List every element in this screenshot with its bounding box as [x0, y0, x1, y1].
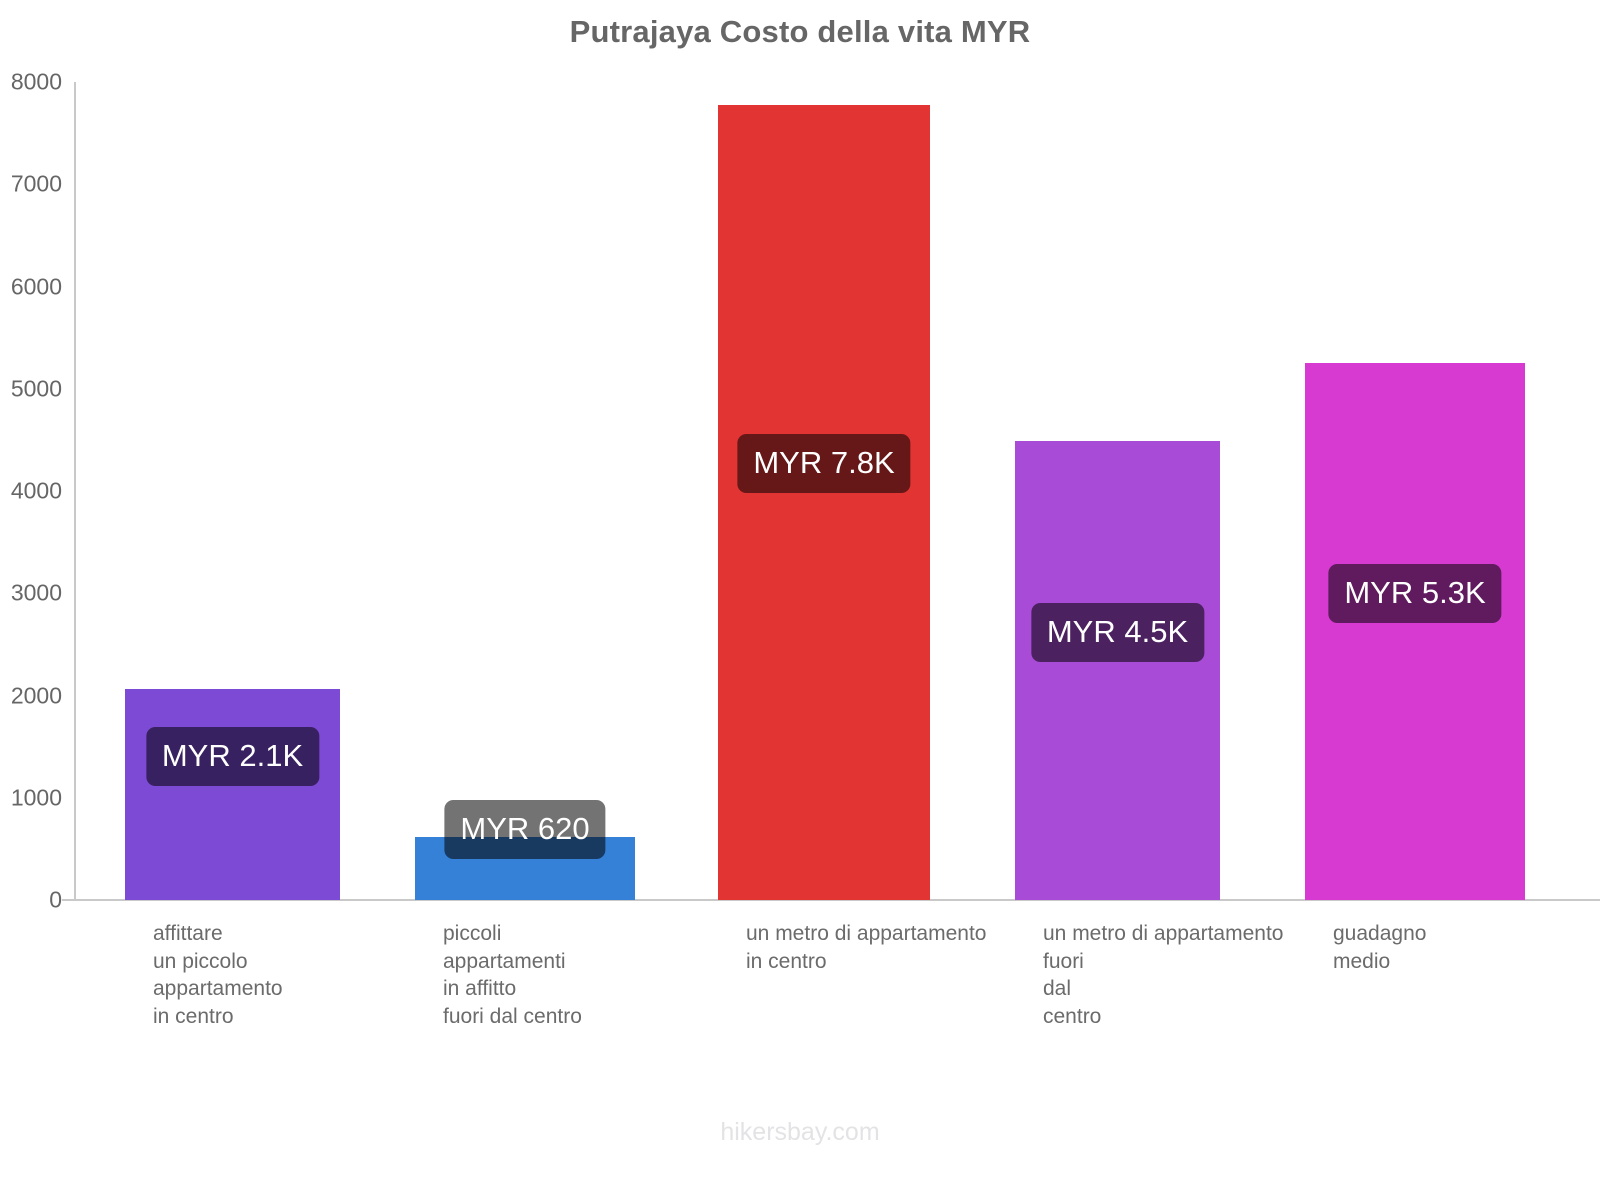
- bar[interactable]: [1305, 363, 1525, 900]
- bar-column[interactable]: MYR 620: [415, 0, 635, 1060]
- x-axis-category-label-line: dal: [1043, 977, 1072, 1000]
- x-axis-category-label-line: medio: [1333, 949, 1391, 973]
- bar-value-label: MYR 4.5K: [1030, 603, 1205, 662]
- bar[interactable]: [718, 104, 930, 900]
- y-axis-line: [74, 82, 76, 900]
- bar[interactable]: [125, 689, 340, 900]
- x-axis-category-label-line: affittare: [153, 922, 223, 945]
- x-axis-category-label: affittare un piccolo appartamento in centro: [153, 920, 283, 1030]
- footer-watermark: hikersbay.com: [720, 1118, 880, 1146]
- x-axis-category-label-line: appartamenti: [443, 949, 566, 973]
- x-axis-category-label-line: centro: [1043, 1004, 1102, 1028]
- x-axis-category-label-line: guadagno: [1333, 922, 1427, 945]
- y-axis-tick-label: 1000: [10, 784, 62, 811]
- x-axis-category-label-line: piccoli: [443, 922, 502, 945]
- bar-column[interactable]: MYR 4.5K: [1015, 0, 1220, 1060]
- y-axis-tick-label: 5000: [10, 375, 62, 402]
- x-axis-category-label-line: fuori: [1043, 949, 1084, 973]
- x-axis-category-label: un metro di appartamento fuori dal centro: [1043, 920, 1283, 1030]
- y-axis-tick-mark: [62, 899, 74, 901]
- x-axis-line: [66, 899, 1600, 901]
- x-axis-category-label-line: in centro: [153, 1004, 234, 1028]
- x-axis-category-label-line: appartamento: [153, 977, 283, 1000]
- bar-column[interactable]: MYR 5.3K: [1305, 0, 1525, 1060]
- x-axis-category-label-line: in affitto: [443, 977, 517, 1000]
- bar-column[interactable]: MYR 7.8K: [718, 0, 930, 1060]
- y-axis-tick-label: 0: [49, 886, 62, 913]
- x-axis-category-label-line: un metro di appartamento: [746, 922, 987, 945]
- bar-value-label: MYR 620: [444, 800, 606, 859]
- x-axis-category-label: guadagno medio: [1333, 920, 1426, 975]
- y-axis-tick-label: 7000: [10, 170, 62, 197]
- y-axis-tick-label: 6000: [10, 273, 62, 299]
- bar[interactable]: [1015, 440, 1220, 900]
- x-axis-category-label-line: un piccolo: [153, 949, 248, 973]
- chart-title: Putrajaya Costo della vita MYR: [569, 14, 1031, 49]
- y-axis-tick-label: 8000: [10, 68, 62, 95]
- y-axis-tick-label: 3000: [10, 579, 62, 606]
- bar-value-label: MYR 5.3K: [1328, 564, 1502, 623]
- x-axis-category-label-line: un metro di appartamento: [1043, 922, 1284, 945]
- x-axis-category-label: piccoli appartamenti in affitto fuori dal c…: [443, 920, 582, 1030]
- x-axis-category-label-line: fuori dal centro: [443, 1004, 582, 1028]
- x-axis-category-label: un metro di appartamento in centro: [746, 920, 986, 975]
- chart-plot-area: 8000 7000 6000 5000 4000 3000 2000 1000 0 MYR 2.…: [10, 0, 1600, 1060]
- y-axis-tick-label: 2000: [10, 682, 62, 708]
- y-axis-tick-label: 4000: [10, 477, 62, 504]
- bar-column[interactable]: MYR 2.1K: [125, 0, 340, 1060]
- bar-value-label: MYR 7.8K: [737, 434, 911, 493]
- bar-value-label: MYR 2.1K: [145, 727, 320, 786]
- x-axis-category-label-line: in centro: [746, 949, 827, 973]
